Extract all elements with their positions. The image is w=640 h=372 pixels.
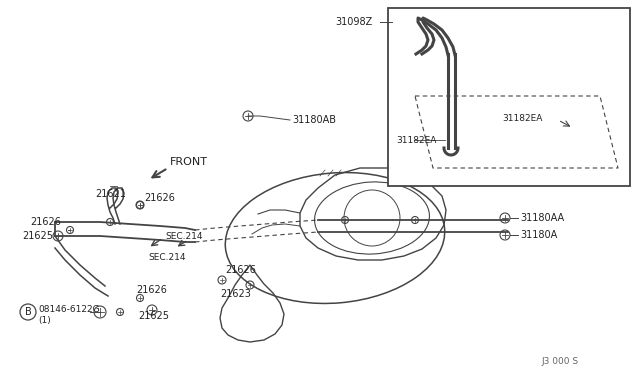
Text: SEC.214: SEC.214 <box>165 231 202 241</box>
Text: 31180A: 31180A <box>520 230 557 240</box>
Text: 21625: 21625 <box>138 311 169 321</box>
Text: 21623: 21623 <box>220 289 251 299</box>
Text: 21626: 21626 <box>144 193 175 203</box>
Text: 08146-6122G: 08146-6122G <box>38 305 100 314</box>
Text: B: B <box>24 307 31 317</box>
Text: SEC.214: SEC.214 <box>148 253 186 263</box>
Text: 21621: 21621 <box>95 189 126 199</box>
Text: 21626: 21626 <box>225 265 256 275</box>
Text: 21626: 21626 <box>136 285 167 295</box>
Text: 31182EA: 31182EA <box>396 135 436 144</box>
Bar <box>388 8 630 186</box>
Text: 21626: 21626 <box>30 217 61 227</box>
Text: J3 000 S: J3 000 S <box>541 357 579 366</box>
Text: (1): (1) <box>38 315 51 324</box>
Text: 31180AA: 31180AA <box>520 213 564 223</box>
Text: 31182EA: 31182EA <box>502 113 542 122</box>
Text: 31098Z: 31098Z <box>335 17 372 27</box>
Text: FRONT: FRONT <box>170 157 208 167</box>
Text: 31180AB: 31180AB <box>292 115 336 125</box>
Text: 21625: 21625 <box>22 231 53 241</box>
